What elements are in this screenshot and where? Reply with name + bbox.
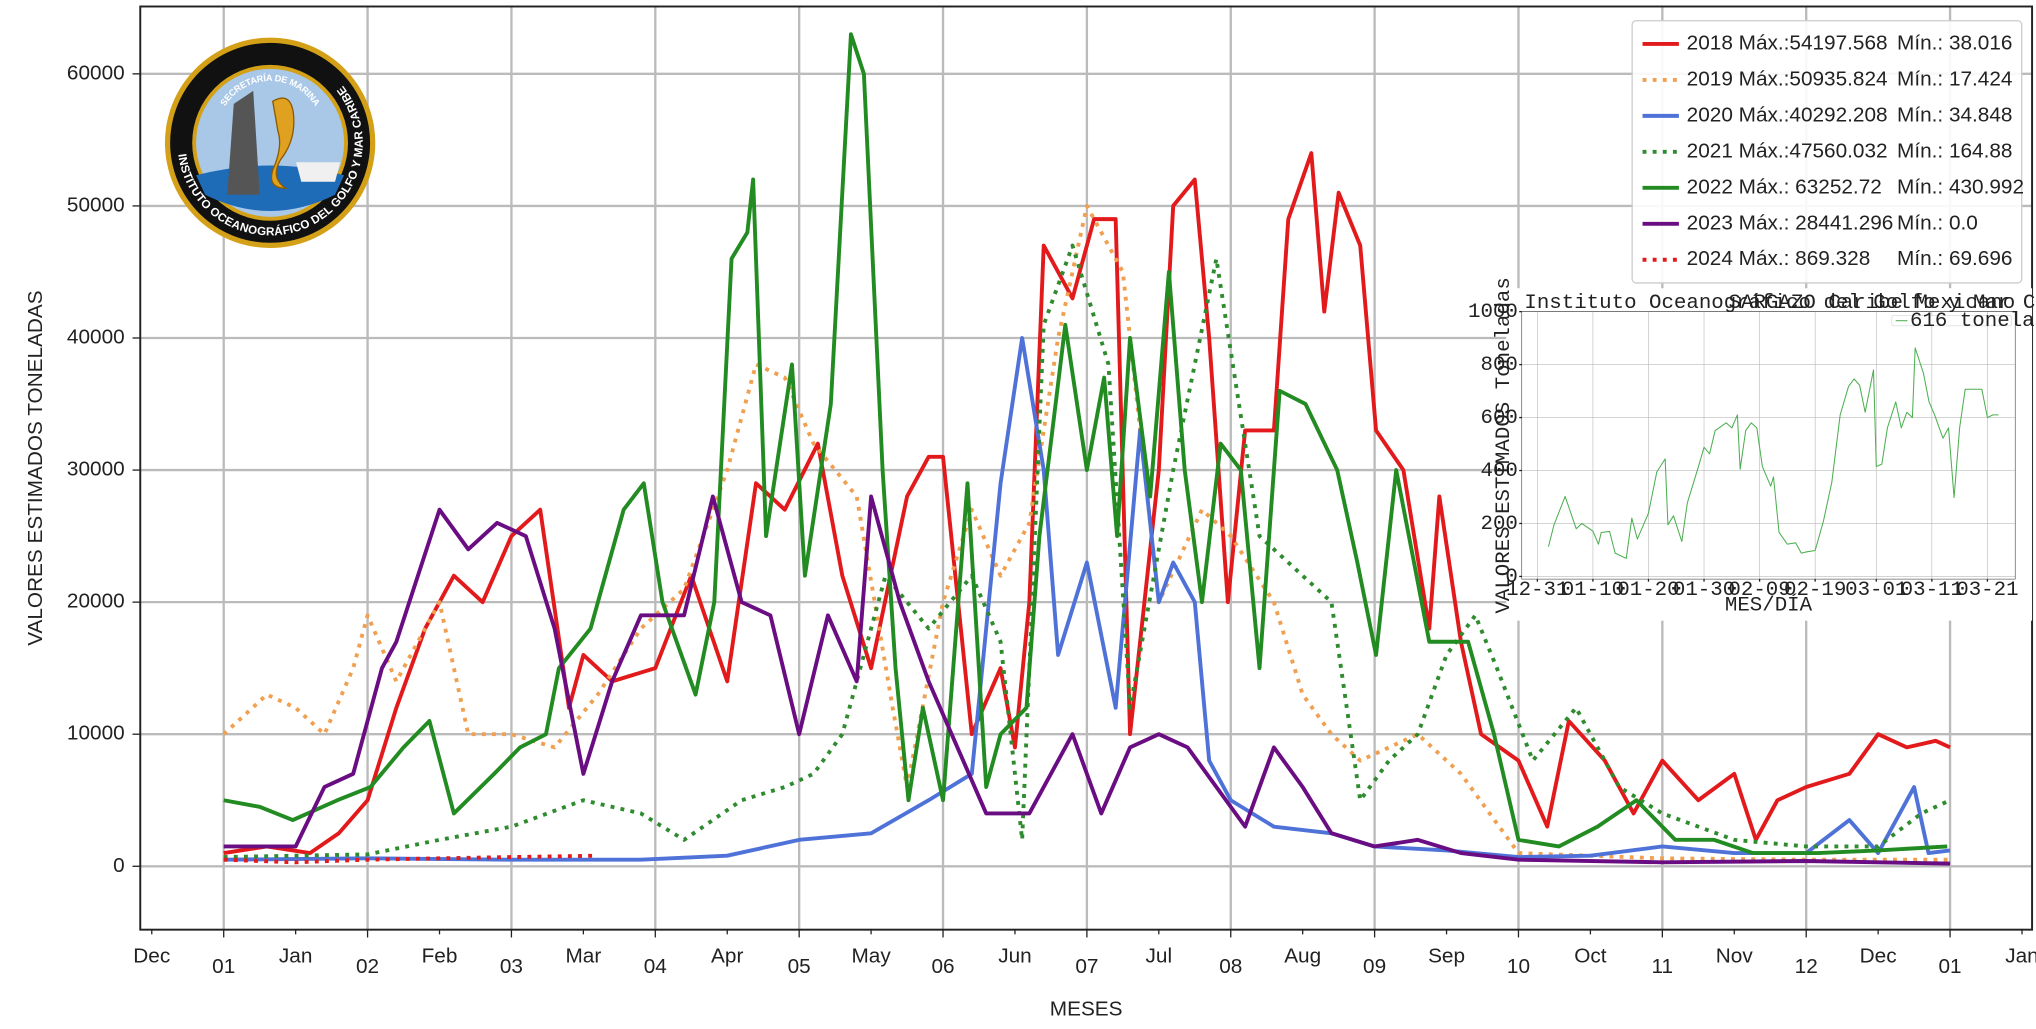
legend-text: Mín.: 69.696 <box>1897 247 2012 270</box>
axis-label: MES/DÍA <box>1725 594 1813 618</box>
x-minor-tick-label: Mar <box>565 944 601 967</box>
data-line <box>223 494 1951 866</box>
y-tick-label: 1000 <box>1468 301 1518 324</box>
x-tick-label: 02-09 <box>1728 579 1790 602</box>
x-tick-label: 12-31 <box>1506 579 1568 602</box>
logo: INSTITUTO OCEANOGRÁFICO DEL GOLFO Y MAR … <box>164 37 376 248</box>
y-tick-label: 20000 <box>67 590 125 613</box>
y-tick-label: 40000 <box>67 325 125 348</box>
y-tick-label: 400 <box>1481 460 1518 483</box>
x-tick-label: 01 <box>212 955 235 978</box>
x-minor-tick-label: Oct <box>1574 944 1607 967</box>
x-tick-label: 10 <box>1507 955 1530 978</box>
axis-label: VALORES ESTIMADOS TONELADAS <box>24 290 47 645</box>
x-minor-tick-label: May <box>851 944 891 967</box>
legend-text: Mín.: 34.848 <box>1897 103 2012 126</box>
y-tick-label: 10000 <box>67 722 125 745</box>
x-tick-label: 01 <box>1939 955 1962 978</box>
legend-text: 2020 Máx.:40292.208 <box>1687 103 1888 126</box>
x-tick-label: 03-21 <box>1956 579 2018 602</box>
legend-text: Mín.: 17.424 <box>1897 67 2012 90</box>
x-tick-label: 05 <box>788 955 811 978</box>
x-minor-tick-label: Jul <box>1146 944 1173 967</box>
legend-text: 2018 Máx.:54197.568 <box>1687 31 1888 54</box>
inset-chart: 0200400600800100012-3101-1001-2001-3002-… <box>1468 277 2036 621</box>
y-tick-label: 600 <box>1481 407 1518 430</box>
legend-text: 616 toneladas hasta el día 21 de marzo d… <box>1910 310 2036 333</box>
x-minor-tick-label: Aug <box>1284 944 1321 967</box>
data-line <box>222 203 1951 862</box>
x-tick-label: 09 <box>1363 955 1386 978</box>
x-tick-label: 03 <box>500 955 523 978</box>
legend-text: Mín.: 38.016 <box>1897 31 2012 54</box>
x-tick-label: 08 <box>1219 955 1242 978</box>
x-tick-label: 02 <box>356 955 379 978</box>
plot-frame <box>1521 311 2016 580</box>
x-tick-label: 02-19 <box>1784 579 1846 602</box>
x-minor-tick-label: Jun <box>998 944 1031 967</box>
y-tick-label: 50000 <box>67 193 125 216</box>
x-tick-label: 12 <box>1795 955 1818 978</box>
x-minor-tick-label: Sep <box>1428 944 1465 967</box>
x-minor-tick-label: Apr <box>711 944 743 967</box>
legend-text: 2024 Máx.: 869.328 <box>1687 247 1871 270</box>
x-minor-tick-label: Jan <box>2005 944 2036 967</box>
y-tick-label: 30000 <box>67 458 125 481</box>
y-tick-label: 800 <box>1481 354 1518 377</box>
legend-text: 2021 Máx.:47560.032 <box>1687 139 1888 162</box>
chart-subtitle: SARGAZO Caribe Mexicano <box>1729 292 2016 315</box>
x-tick-label: 01-30 <box>1673 579 1735 602</box>
x-tick-label: 03-11 <box>1901 579 1963 602</box>
legend-text: Mín.: 430.992 <box>1897 175 2024 198</box>
logo-seahorse <box>270 97 295 189</box>
legend-box <box>1631 20 2023 284</box>
x-minor-tick-label: Nov <box>1716 944 1754 967</box>
y-tick-label: 60000 <box>67 61 125 84</box>
x-tick-label: 01-10 <box>1562 579 1624 602</box>
x-tick-label: 04 <box>644 955 667 978</box>
legend-text: 2019 Máx.:50935.824 <box>1687 67 1888 90</box>
inset-background <box>1506 288 2033 621</box>
x-tick-label: 07 <box>1075 955 1098 978</box>
x-tick-label: 01-20 <box>1617 579 1679 602</box>
y-tick-label: 0 <box>113 854 125 877</box>
x-minor-tick-label: Jan <box>279 944 312 967</box>
legend-text: 2023 Máx.: 28441.296 <box>1687 211 1894 234</box>
axis-label: MESES <box>1050 998 1123 1021</box>
data-line <box>223 243 1951 859</box>
x-minor-tick-label: Dec <box>133 944 170 967</box>
logo-ship <box>296 162 341 182</box>
y-tick-label: 0 <box>1505 566 1517 589</box>
x-minor-tick-label: Dec <box>1860 944 1897 967</box>
axis-label: VALORES ESTIMADOS Toneladas <box>1493 277 1516 613</box>
chart-title: Instituto Oceanográfico del Golfo y Mar … <box>1524 292 2036 315</box>
logo-figure <box>227 90 260 195</box>
legend-box <box>1891 315 2012 327</box>
y-tick-label: 200 <box>1481 513 1518 536</box>
x-tick-label: 11 <box>1652 955 1674 978</box>
x-minor-tick-label: Feb <box>422 944 458 967</box>
data-line <box>223 32 1948 856</box>
data-line <box>1547 347 1999 559</box>
x-tick-label: 06 <box>931 955 954 978</box>
x-tick-label: 03-01 <box>1845 579 1907 602</box>
legend-text: 2022 Máx.: 63252.72 <box>1687 175 1882 198</box>
legend-text: Mín.: 0.0 <box>1897 211 1978 234</box>
legend-text: Mín.: 164.88 <box>1897 139 2012 162</box>
